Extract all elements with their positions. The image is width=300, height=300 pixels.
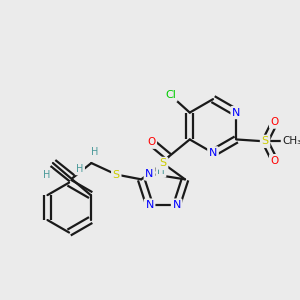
- Text: H: H: [92, 146, 99, 157]
- Text: Cl: Cl: [165, 90, 176, 100]
- Text: S: S: [113, 169, 120, 179]
- Text: N: N: [145, 169, 154, 179]
- Text: S: S: [262, 136, 268, 146]
- Text: H: H: [157, 166, 165, 176]
- Text: O: O: [147, 137, 155, 147]
- Text: H: H: [44, 169, 51, 179]
- Text: O: O: [271, 117, 279, 127]
- Text: O: O: [271, 156, 279, 166]
- Text: N: N: [146, 200, 154, 210]
- Text: H: H: [76, 164, 83, 174]
- Text: CH₃: CH₃: [282, 136, 300, 146]
- Text: N: N: [232, 108, 241, 118]
- Text: N: N: [209, 148, 217, 158]
- Text: S: S: [160, 158, 167, 168]
- Text: N: N: [172, 200, 181, 210]
